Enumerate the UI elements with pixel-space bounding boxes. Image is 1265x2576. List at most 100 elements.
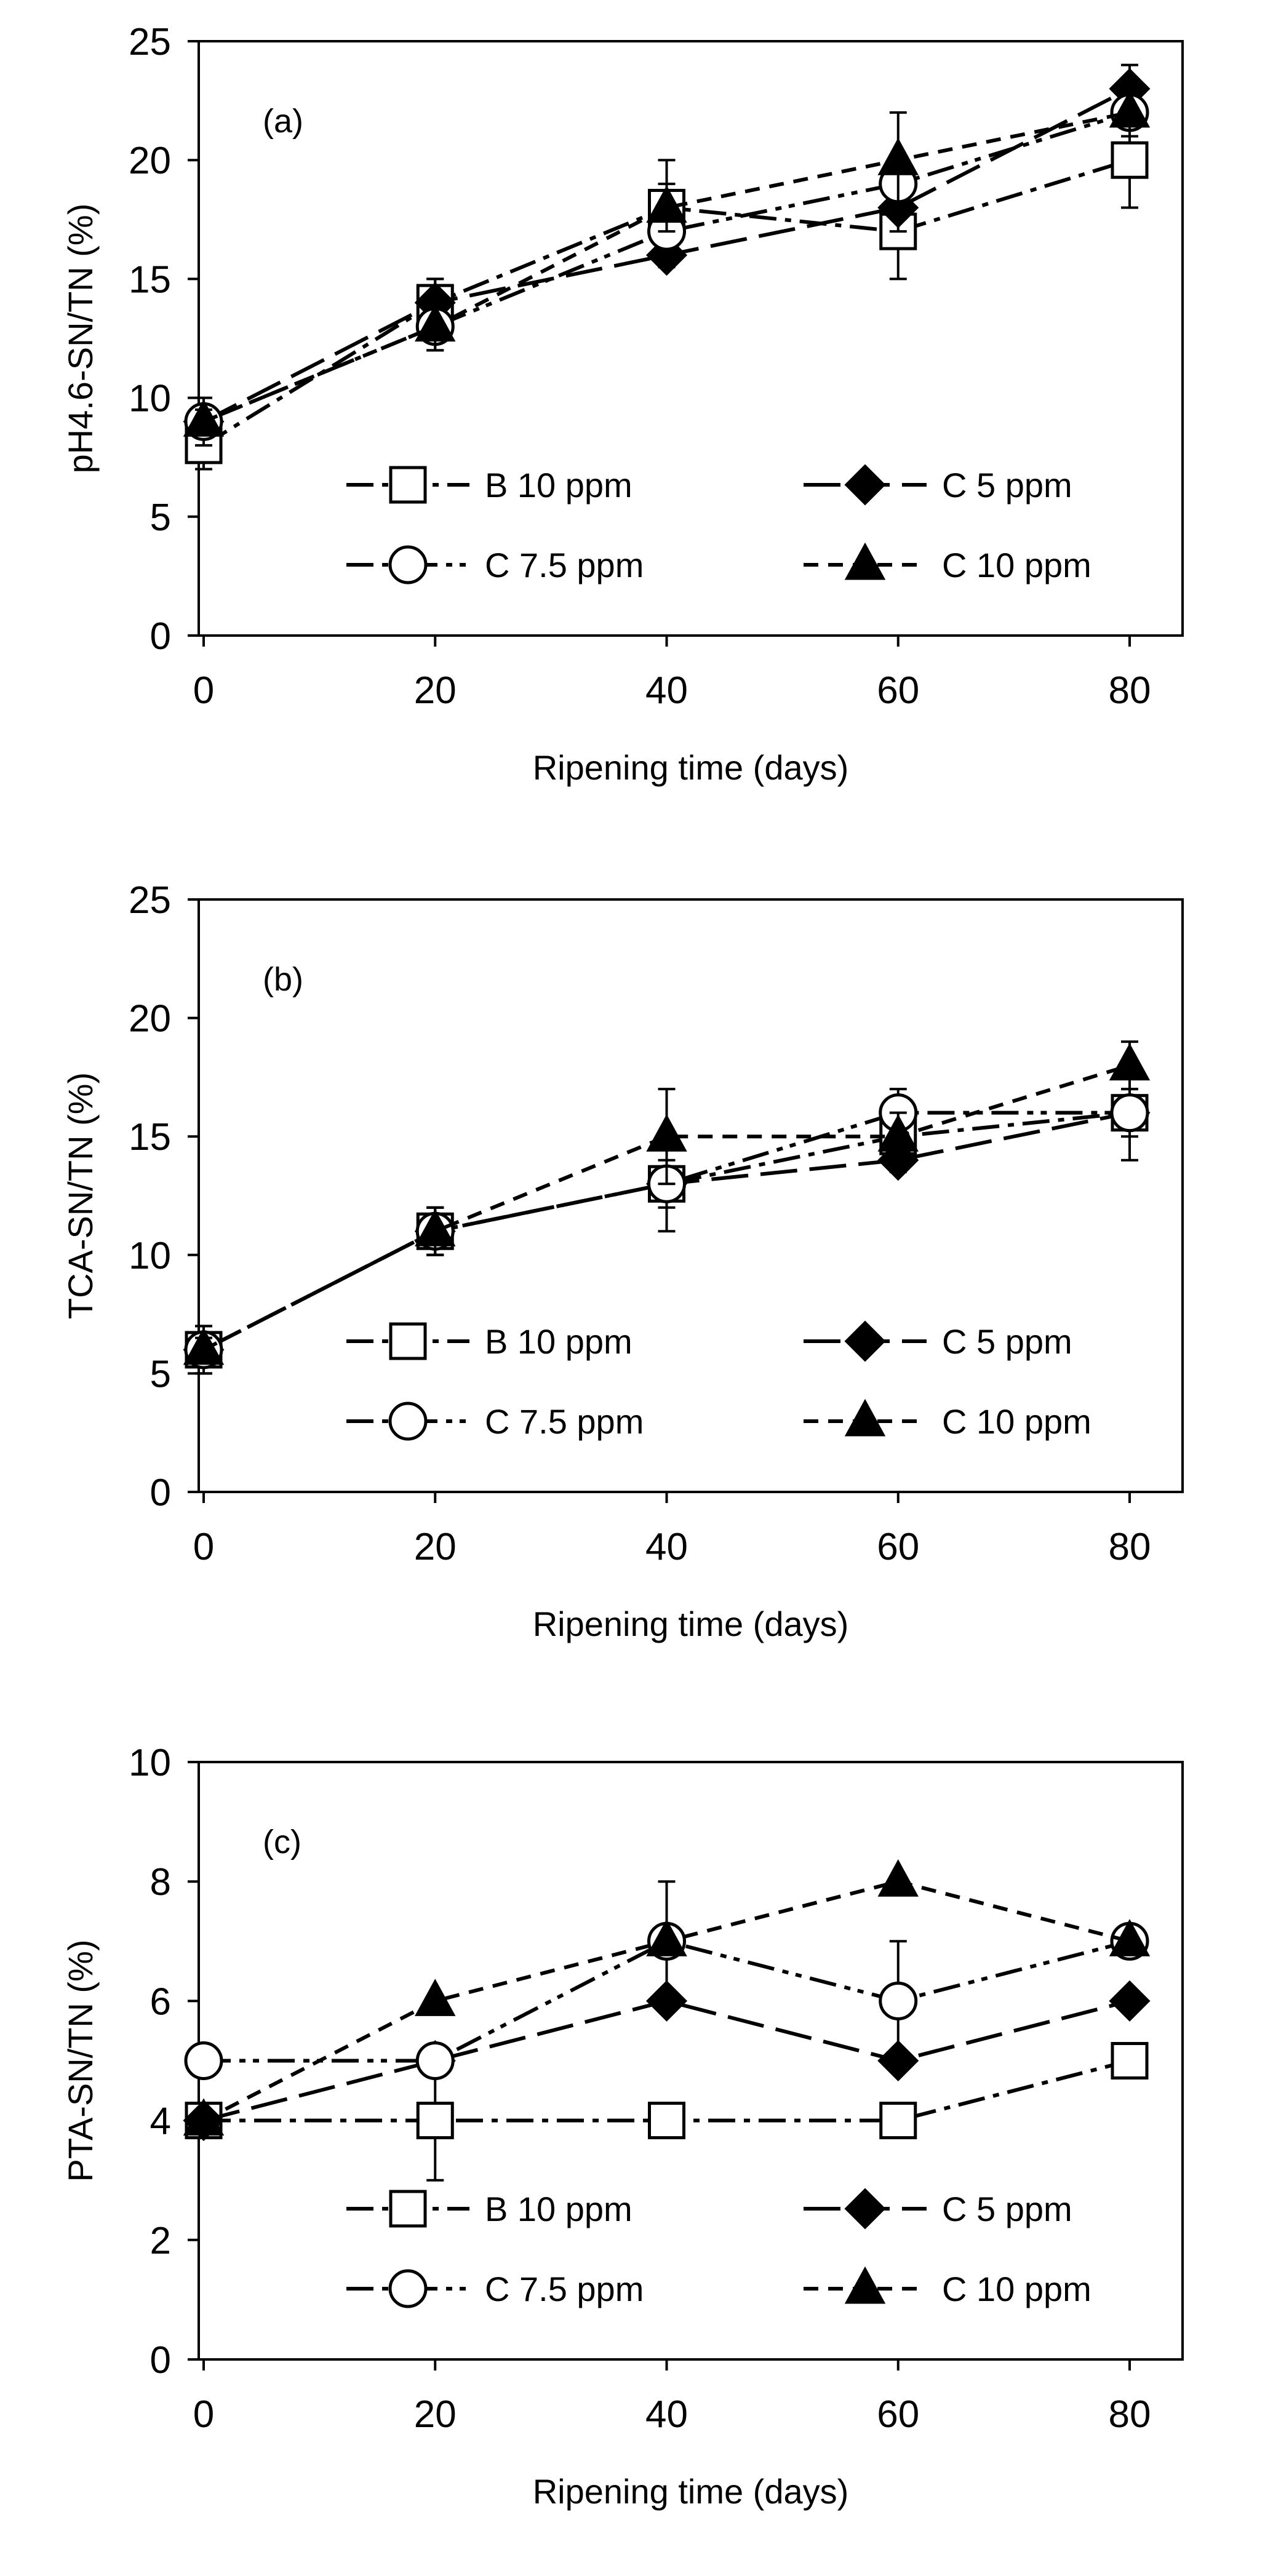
x-tick-label: 20 (414, 1526, 457, 1568)
x-tick-label: 20 (414, 2393, 457, 2436)
y-tick-label: 10 (129, 1742, 171, 1784)
data-point (877, 1859, 919, 1897)
data-point (1109, 1980, 1151, 2022)
legend-item-c-7-5-ppm: C 7.5 ppm (346, 545, 644, 584)
y-tick-label: 20 (129, 140, 171, 182)
data-point (1109, 1043, 1151, 1081)
legend-label: C 7.5 ppm (485, 546, 644, 584)
y-tick-label: 15 (129, 1116, 171, 1158)
x-tick-label: 0 (193, 669, 214, 712)
panel-label: (b) (263, 961, 303, 998)
plot-frame (198, 40, 1184, 637)
legend-marker (844, 1320, 886, 1362)
data-point (646, 1114, 687, 1152)
series-c-10-ppm (183, 1040, 1151, 1365)
data-point (184, 2041, 223, 2080)
x-tick-label: 20 (414, 669, 457, 712)
y-tick-label: 0 (150, 615, 171, 658)
legend-marker (389, 466, 427, 504)
data-point (879, 2102, 917, 2140)
x-tick-label: 0 (193, 2393, 214, 2436)
legend-marker (844, 2266, 886, 2304)
y-tick-label: 5 (150, 496, 171, 539)
x-tick-label: 80 (1109, 2393, 1151, 2436)
x-tick-label: 40 (645, 2393, 688, 2436)
plot-frame (198, 898, 1184, 1493)
x-tick-label: 40 (645, 1526, 688, 1568)
legend-marker (389, 2190, 427, 2228)
y-tick-label: 0 (150, 1472, 171, 1514)
data-point (416, 2102, 454, 2140)
legend-item-c-5-ppm: C 5 ppm (804, 1320, 1072, 1362)
data-point (877, 137, 919, 175)
legend-item-c-5-ppm: C 5 ppm (804, 464, 1072, 506)
legend-marker (389, 1322, 427, 1360)
y-tick-label: 5 (150, 1353, 171, 1395)
legend-label: B 10 ppm (485, 1322, 632, 1361)
y-tick-label: 0 (150, 2339, 171, 2382)
y-axis-title: TCA-SN/TN (%) (61, 1072, 100, 1319)
series-line (204, 1939, 1130, 2063)
legend-label: C 10 ppm (942, 2270, 1091, 2308)
data-point (879, 1981, 918, 2020)
data-point (1110, 1093, 1149, 1133)
series-c-10-ppm (183, 87, 1151, 437)
panel-label: (c) (263, 1824, 301, 1860)
series-c-7-5-ppm (184, 1880, 1149, 2080)
chart-panel-b: 0 5 10 15 20 25 0 20 40 60 80 Ripening time (days) T… (61, 879, 1184, 1643)
legend-item-b-10-ppm: B 10 ppm (346, 466, 632, 504)
y-tick-label: 15 (129, 258, 171, 301)
y-tick-label: 10 (129, 1235, 171, 1277)
legend: B 10 ppm C 5 ppm C 7.5 ppm C 10 ppm (346, 1320, 1091, 1441)
legend-marker (388, 2269, 428, 2308)
x-tick-label: 80 (1109, 669, 1151, 712)
y-tick-label: 6 (150, 1980, 171, 2023)
data-point (646, 1919, 687, 1956)
legend-label: C 7.5 ppm (485, 1402, 644, 1441)
y-tick-label: 25 (129, 21, 171, 63)
y-tick-label: 2 (150, 2220, 171, 2262)
data-point (183, 2098, 225, 2136)
legend-label: C 5 ppm (942, 1322, 1072, 1361)
legend-marker (844, 1398, 886, 1437)
legend-label: B 10 ppm (485, 2190, 632, 2228)
x-tick-label: 0 (193, 1526, 214, 1568)
legend-marker (388, 1402, 428, 1441)
legend-item-c-7-5-ppm: C 7.5 ppm (346, 1402, 644, 1441)
legend-label: C 10 ppm (942, 546, 1091, 584)
data-point (648, 2102, 685, 2140)
legend-marker (844, 2188, 886, 2230)
series-b-10-ppm (185, 2042, 1149, 2182)
data-point (415, 2041, 455, 2080)
legend-item-c-10-ppm: C 10 ppm (804, 2266, 1091, 2308)
legend: B 10 ppm C 5 ppm C 7.5 ppm C 10 ppm (346, 2188, 1091, 2308)
legend-label: C 5 ppm (942, 466, 1072, 504)
y-tick-label: 25 (129, 879, 171, 922)
data-point (646, 185, 687, 223)
y-tick-label: 10 (129, 378, 171, 420)
x-axis-title: Ripening time (days) (533, 748, 849, 787)
data-point (877, 1114, 919, 1152)
legend-label: C 7.5 ppm (485, 2270, 644, 2308)
legend-item-c-10-ppm: C 10 ppm (804, 542, 1091, 584)
series-line (202, 1063, 1130, 1352)
data-point (1111, 2042, 1149, 2080)
data-point (415, 1979, 456, 2016)
data-point (415, 304, 456, 342)
legend-item-c-5-ppm: C 5 ppm (804, 2188, 1072, 2230)
panel-label: (a) (263, 103, 303, 140)
x-tick-label: 60 (877, 1526, 919, 1568)
legend-item-c-7-5-ppm: C 7.5 ppm (346, 2269, 644, 2308)
y-tick-label: 20 (129, 998, 171, 1040)
legend-marker (388, 545, 428, 584)
chart-panel-a: 0 5 10 15 20 25 0 20 40 60 80 Ripening time (days) p… (61, 21, 1184, 787)
legend: B 10 ppm C 5 ppm C 7.5 ppm C 10 ppm (346, 464, 1091, 584)
legend-item-b-10-ppm: B 10 ppm (346, 1322, 632, 1361)
y-tick-label: 4 (150, 2100, 171, 2143)
legend-marker (844, 542, 886, 580)
x-axis-title: Ripening time (days) (533, 1605, 849, 1643)
x-axis-title: Ripening time (days) (533, 2472, 849, 2511)
series-c-10-ppm (183, 1859, 1151, 2136)
x-tick-label: 40 (645, 669, 688, 712)
legend-label: C 5 ppm (942, 2190, 1072, 2228)
